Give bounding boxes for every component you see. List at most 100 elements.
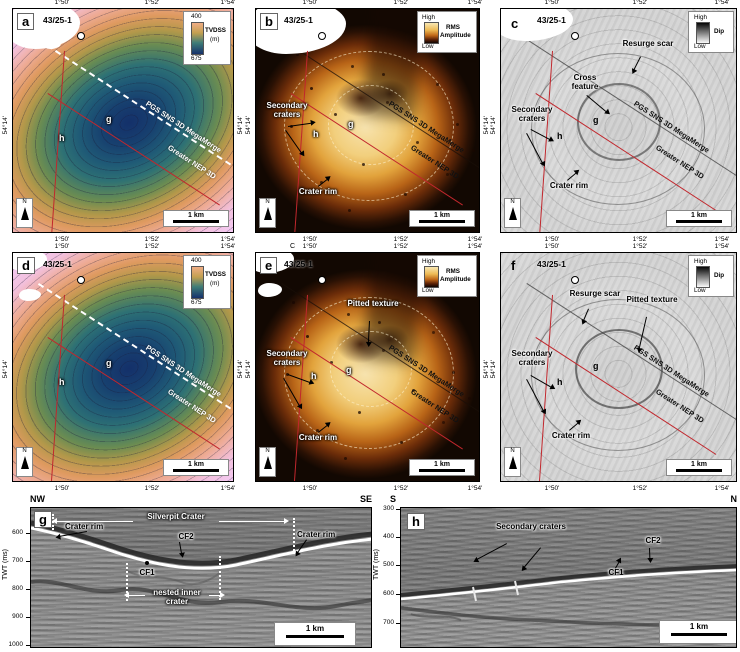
twt-tick: 700 <box>12 557 23 564</box>
lon-tick-label: 1°52' <box>393 236 409 243</box>
lon-tick-label: 1°50' <box>302 243 318 250</box>
scale-bar-line <box>671 633 727 636</box>
scale-label: 1 km <box>305 624 325 633</box>
panel-g-section: NW SE TWT (ms) 600 700 800 900 1000 g Si… <box>2 494 372 648</box>
panel-letter: f <box>511 258 516 273</box>
legend-title: RMS <box>446 24 460 31</box>
legend-title: Dip <box>714 28 725 35</box>
north-label: N <box>265 199 270 205</box>
well-symbol <box>77 32 85 40</box>
lon-tick-label: 1°50' <box>54 236 70 243</box>
panel-h-section: S N TWT (ms) 300 400 500 600 700 h Secon… <box>373 494 737 648</box>
annotation-cf1: CF1 <box>139 568 155 577</box>
annotation-secondary-craters: Secondary craters <box>511 349 553 368</box>
panel-c-map: PGS SNS 3D MegaMerge Greater NEP 3D g h … <box>500 8 737 233</box>
twt-tick: 300 <box>383 505 394 512</box>
panel-a-map: PGS SNS 3D MegaMerge Greater NEP 3D g h … <box>12 8 234 233</box>
scale-bar-line <box>173 220 219 223</box>
seismic-section-h: h Secondary craters CF2 CF1 1 km <box>400 507 737 648</box>
well-label: 43/25-1 <box>284 259 313 269</box>
well-label: 43/25-1 <box>43 259 72 269</box>
twt-tick: 500 <box>383 561 394 568</box>
lon-tick-label: 1°54' <box>220 236 236 243</box>
lon-tick-label: 1°54' <box>714 243 730 250</box>
lon-tick-label: 1°54' <box>467 0 483 6</box>
scale-bar: 1 km <box>409 210 475 227</box>
annotation-pitted-texture: Pitted texture <box>347 299 399 308</box>
scale-bar-line <box>419 220 465 223</box>
panel-e: 1°50' 1°52' 1°54' 1°50' 1°52' 1°54' 54°1… <box>245 243 490 492</box>
panel-d: 1°50' 1°52' 1°54' 1°50' 1°52' 1°54' 54°1… <box>2 243 244 492</box>
panel-b-map: PGS SNS 3D MegaMerge Greater NEP 3D g h … <box>255 8 480 233</box>
twt-axis-label: TWT (ms) <box>2 549 9 580</box>
lat-tick-label: 54°14' <box>2 360 9 379</box>
panel-d-map: PGS SNS 3D MegaMerge Greater NEP 3D g h … <box>12 252 234 482</box>
annotation-crater-rim: Crater rim <box>549 181 589 190</box>
lon-tick-label: 1°52' <box>144 0 160 6</box>
legend-dip: High Low Dip <box>688 255 734 297</box>
panel-f: 1°50' 1°52' 1°54' 1°50' 1°52' 1°54' 54°1… <box>490 243 737 492</box>
annotation-cf2: CF2 <box>645 536 661 545</box>
panel-f-map: PGS SNS 3D MegaMerge Greater NEP 3D g h … <box>500 252 737 482</box>
stray-letter: C <box>290 243 296 250</box>
nested-crater-marker <box>126 563 128 601</box>
span-arrow-left <box>52 518 133 524</box>
twt-tick: 700 <box>383 619 394 626</box>
scale-bar-line <box>173 469 219 472</box>
north-arrow: N <box>504 198 521 228</box>
lon-tick-label: 1°50' <box>544 0 560 6</box>
north-label: N <box>22 448 27 454</box>
legend-rms: High Low RMS Amplitude <box>417 11 477 53</box>
scale-bar: 1 km <box>163 459 229 476</box>
scale-bar: 1 km <box>274 622 356 646</box>
no-data-area <box>19 289 41 301</box>
north-arrow: N <box>259 198 276 228</box>
panel-letter: b <box>260 13 278 30</box>
crater-speckles <box>292 301 295 304</box>
nested-arrow-right <box>209 592 225 598</box>
annotation-cf2: CF2 <box>178 532 194 541</box>
annotation-crater-rim: Crater rim <box>298 433 338 442</box>
rms-colorbar <box>424 266 439 288</box>
legend-low: Low <box>694 287 706 294</box>
north-arrow: N <box>16 198 33 228</box>
lon-tick-label: 1°50' <box>544 243 560 250</box>
north-label: N <box>22 199 27 205</box>
legend-title: RMS <box>446 268 460 275</box>
well-symbol <box>77 276 85 284</box>
panel-letter: e <box>260 257 278 274</box>
lon-tick-label: 1°52' <box>393 243 409 250</box>
panel-letter: a <box>17 13 35 30</box>
north-arrow-icon <box>508 456 517 469</box>
scale-label: 1 km <box>188 212 204 219</box>
lon-tick-label: 1°54' <box>220 0 236 6</box>
legend-dip: High Low Dip <box>688 11 734 53</box>
annotation-crater-rim: Crater rim <box>298 187 338 196</box>
annotation-resurge-scar: Resurge scar <box>569 289 621 298</box>
lat-tick-label: 54°14' <box>237 360 244 379</box>
lon-tick-label: 1°54' <box>467 485 483 492</box>
lat-tick-label: 54°14' <box>490 116 497 135</box>
scale-label: 1 km <box>434 212 450 219</box>
seismic-horizons <box>401 508 736 628</box>
legend-tvdss: 400 675 TVDSS (m) <box>183 11 231 65</box>
north-label: N <box>265 448 270 454</box>
direction-label-s: S <box>390 494 397 504</box>
crater-rim-trace <box>531 299 705 451</box>
well-label: 43/25-1 <box>43 15 72 25</box>
scale-bar-line <box>676 220 722 223</box>
dip-colorbar <box>696 266 710 288</box>
twt-tick: 900 <box>12 613 23 620</box>
scale-label: 1 km <box>691 212 707 219</box>
panel-c: 1°50' 1°52' 1°54' 1°50' 1°52' 1°54' 54°1… <box>490 0 737 243</box>
scale-bar: 1 km <box>659 620 736 644</box>
legend-min: 675 <box>191 299 202 306</box>
north-arrow-icon <box>20 456 29 469</box>
direction-label-n: N <box>730 494 738 504</box>
panel-letter: d <box>17 257 35 274</box>
section-marker-g: g <box>346 365 352 375</box>
lat-tick-label: 54°14' <box>237 116 244 135</box>
north-arrow-icon <box>508 207 517 220</box>
lon-tick-label: 1°50' <box>544 485 560 492</box>
